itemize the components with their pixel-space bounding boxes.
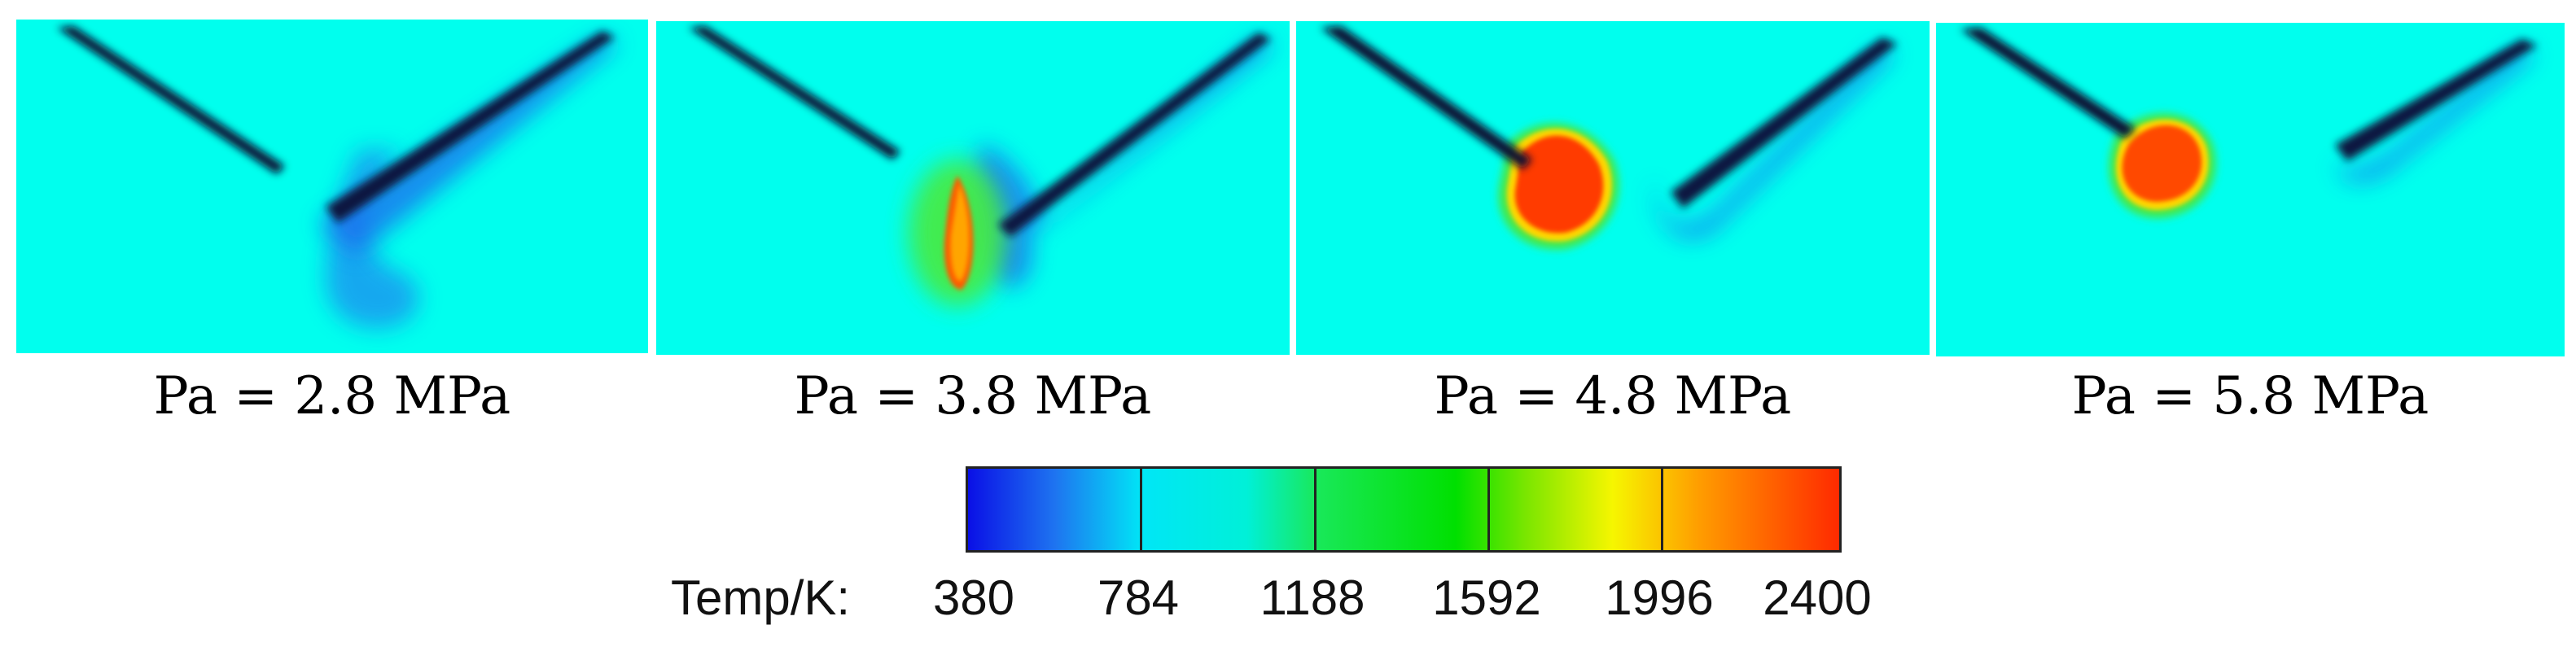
colorbar-tick-label: 380 [932, 570, 1015, 625]
panel-caption: Pa = 4.8 MPa [1434, 366, 1792, 426]
flame-core [1514, 135, 1604, 234]
temperature-field-2-8 [16, 20, 648, 353]
colorbar-tick-label: 1996 [1605, 570, 1714, 625]
right-spray [326, 31, 615, 223]
panel-pa-5-8 [1936, 23, 2565, 356]
left-spray [57, 26, 285, 174]
flame-core [2122, 125, 2202, 202]
flame-edge [950, 184, 970, 282]
temperature-field-5-8 [1936, 23, 2565, 356]
right-spray-halo [318, 36, 619, 256]
left-spray [689, 26, 900, 160]
colorbar-tick-label: 1188 [1260, 570, 1365, 625]
cold-plume [973, 37, 1275, 288]
temperature-field-3-8 [656, 21, 1290, 355]
right-spray [2335, 39, 2537, 161]
panel-pa-3-8 [656, 21, 1290, 355]
colorbar-tick-label: 784 [1097, 570, 1180, 625]
right-spray [1671, 37, 1897, 208]
panel-pa-4-8 [1296, 21, 1930, 355]
cold-plume [1653, 46, 1895, 238]
panel-caption: Pa = 2.8 MPa [153, 366, 511, 426]
left-spray [1960, 28, 2136, 138]
temperature-field-4-8 [1296, 21, 1930, 355]
panel-caption: Pa = 3.8 MPa [794, 366, 1152, 426]
colorbar-tick-label: 2400 [1763, 570, 1872, 625]
cold-plume [2333, 47, 2534, 181]
panel-pa-2-8 [16, 20, 648, 353]
colorbar-gradient [968, 469, 1839, 550]
panel-caption: Pa = 5.8 MPa [2071, 366, 2429, 426]
colorbar-divider [1487, 469, 1490, 550]
colorbar-divider [1314, 469, 1316, 550]
colorbar-divider [1661, 469, 1663, 550]
colorbar-tick-label: 1592 [1432, 570, 1541, 625]
right-spray [998, 33, 1271, 237]
temperature-colorbar [966, 466, 1842, 553]
colorbar-divider [1140, 469, 1142, 550]
left-spray [1321, 26, 1532, 169]
colorbar-title: Temp/K: [671, 570, 851, 625]
